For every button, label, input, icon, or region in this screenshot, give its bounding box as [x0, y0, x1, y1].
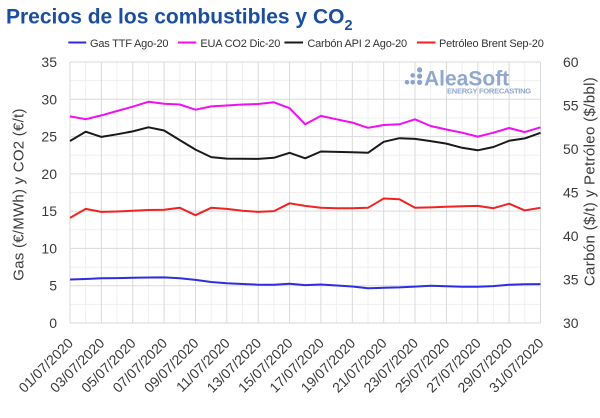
svg-text:5: 5 [49, 278, 57, 294]
svg-text:Gas TTF Ago-20: Gas TTF Ago-20 [90, 38, 168, 50]
svg-text:ENERGY FORECASTING: ENERGY FORECASTING [447, 86, 531, 95]
svg-text:15: 15 [41, 203, 57, 219]
svg-text:55: 55 [563, 98, 579, 114]
svg-text:10: 10 [41, 240, 57, 256]
svg-text:45: 45 [563, 185, 579, 201]
svg-text:35: 35 [563, 272, 579, 288]
svg-text:20: 20 [41, 166, 57, 182]
svg-text:50: 50 [563, 141, 579, 157]
svg-text:AleaSoft: AleaSoft [424, 68, 509, 91]
svg-text:0: 0 [49, 315, 57, 331]
svg-text:35: 35 [41, 54, 57, 70]
svg-text:Gas (€/MWh) y CO2 (€/t): Gas (€/MWh) y CO2 (€/t) [11, 108, 28, 280]
svg-text:40: 40 [563, 228, 579, 244]
svg-text:EUA CO2 Dic-20: EUA CO2 Dic-20 [200, 38, 280, 50]
svg-text:Carbón ($/t) y Petróleo ($/bbl: Carbón ($/t) y Petróleo ($/bbl) [582, 77, 599, 286]
svg-text:30: 30 [563, 315, 579, 331]
svg-text:30: 30 [41, 91, 57, 107]
svg-text:60: 60 [563, 54, 579, 70]
svg-text:Carbón API 2 Ago-20: Carbón API 2 Ago-20 [307, 38, 407, 50]
svg-text:Petróleo Brent Sep-20: Petróleo Brent Sep-20 [439, 38, 544, 50]
svg-text:25: 25 [41, 129, 57, 145]
